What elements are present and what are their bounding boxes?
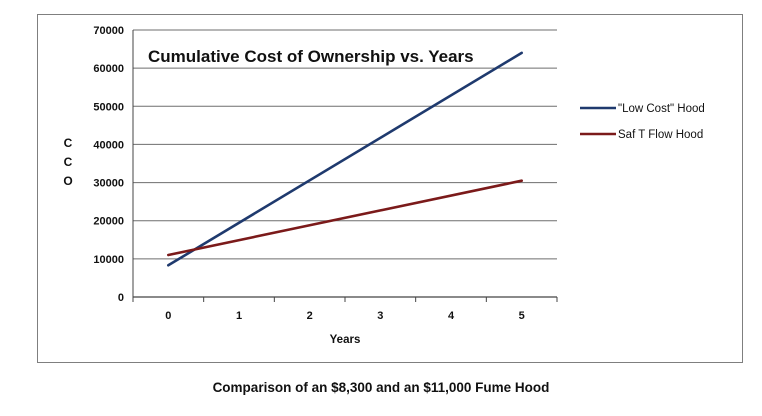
- y-tick-label: 0: [118, 292, 124, 304]
- y-axis-label-letter: C: [64, 155, 73, 169]
- y-axis-label-letter: O: [63, 174, 72, 188]
- y-tick-label: 30000: [93, 178, 124, 190]
- series-line-0: [167, 51, 524, 267]
- x-tick-label: 5: [519, 310, 525, 322]
- y-tick-label: 40000: [93, 139, 124, 151]
- x-tick-label: 1: [236, 310, 242, 322]
- x-tick-label: 4: [448, 310, 455, 322]
- y-axis-label-letter: C: [64, 136, 73, 150]
- y-tick-label: 20000: [93, 216, 124, 228]
- figure-caption: Comparison of an $8,300 and an $11,000 F…: [212, 380, 550, 395]
- x-tick-label: 2: [307, 310, 313, 322]
- chart: 0 10000 20000 30000 40000 50000 60000 70000 0 1 2 3…: [63, 25, 705, 346]
- x-tick-label: 3: [377, 310, 383, 322]
- y-tick-label: 70000: [93, 25, 124, 37]
- series-line-1: [167, 179, 524, 257]
- y-tick-label: 60000: [93, 63, 124, 75]
- y-tick-label: 50000: [93, 101, 124, 113]
- chart-frame: [37, 14, 743, 363]
- legend-entry: "Low Cost" Hood: [618, 103, 705, 115]
- x-tick-label: 0: [165, 310, 171, 322]
- legend-entry: Saf T Flow Hood: [618, 129, 703, 141]
- y-tick-label: 10000: [93, 254, 124, 266]
- x-axis-label: Years: [330, 334, 361, 346]
- chart-title: Cumulative Cost of Ownership vs. Years: [148, 47, 474, 66]
